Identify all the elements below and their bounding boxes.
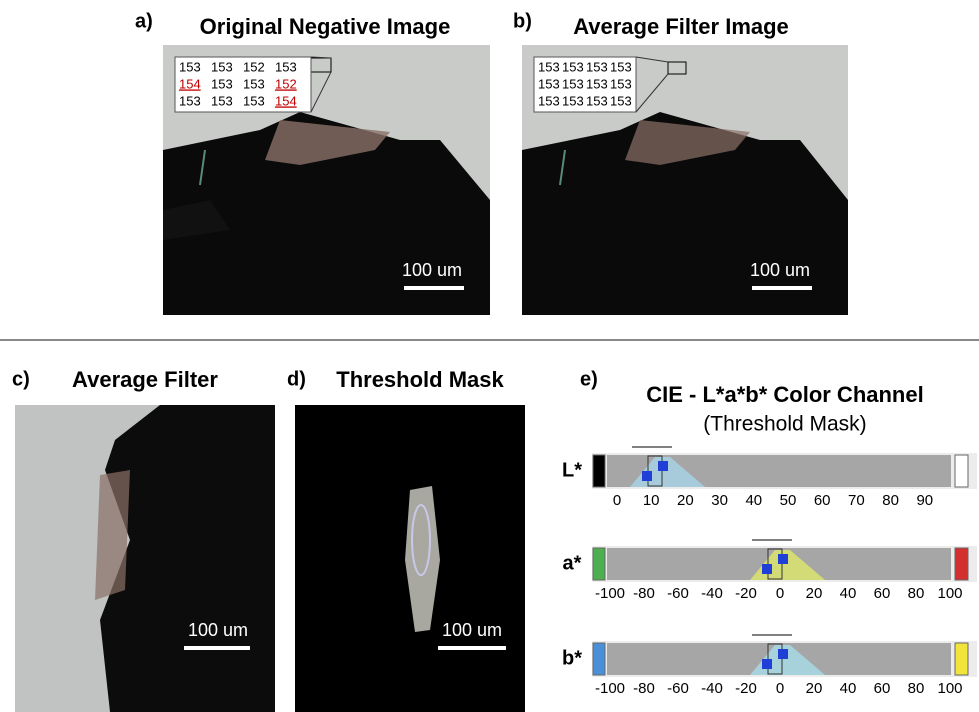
tick-label: 80 bbox=[908, 585, 925, 602]
swatch bbox=[955, 455, 968, 487]
cell: 153 bbox=[610, 59, 632, 74]
tick-label: -80 bbox=[633, 680, 655, 697]
cell: 153 bbox=[610, 93, 632, 108]
tick-label: 0 bbox=[613, 492, 621, 509]
tick-label: 60 bbox=[814, 492, 831, 509]
tick-label: 60 bbox=[874, 585, 891, 602]
cell: 153 bbox=[610, 76, 632, 91]
tick-label: 60 bbox=[874, 680, 891, 697]
handle bbox=[762, 564, 772, 574]
cell: 153 bbox=[243, 93, 265, 108]
scale-label: 100 um bbox=[402, 260, 462, 280]
scale-label: 100 um bbox=[750, 260, 810, 280]
tick-label: 40 bbox=[840, 585, 857, 602]
tick-label: -40 bbox=[701, 585, 723, 602]
handle bbox=[642, 471, 652, 481]
handle bbox=[658, 461, 668, 471]
scale-label: 100 um bbox=[188, 620, 248, 640]
cell: 153 bbox=[179, 59, 201, 74]
cell: 153 bbox=[586, 93, 608, 108]
scale-label: 100 um bbox=[442, 620, 502, 640]
tick-label: 40 bbox=[745, 492, 762, 509]
cell: 153 bbox=[562, 59, 584, 74]
image bbox=[15, 405, 275, 712]
panel-title: Original Negative Image bbox=[200, 14, 451, 39]
cell: 153 bbox=[211, 76, 233, 91]
tick-label: 100 bbox=[937, 585, 962, 602]
panel-subtitle: (Threshold Mask) bbox=[703, 413, 866, 436]
handle bbox=[778, 554, 788, 564]
tick-label: -100 bbox=[595, 585, 625, 602]
scale-bar bbox=[404, 286, 464, 290]
channel-name: b* bbox=[562, 647, 582, 669]
panel-label: a) bbox=[135, 10, 153, 32]
panel-title: CIE - L*a*b* Color Channel bbox=[646, 382, 923, 407]
cell: 153 bbox=[179, 93, 201, 108]
channels: L* 0 10 20 30 40 50 60 70 80 90 a* -100 -80 -60 -40 -20 0… bbox=[562, 447, 977, 697]
figure: a) Original Negative Image 153 153 152 1… bbox=[0, 0, 979, 712]
cell: 153 bbox=[538, 76, 560, 91]
panel-label: b) bbox=[513, 10, 532, 32]
channel-name: a* bbox=[563, 552, 582, 574]
swatch bbox=[955, 548, 968, 580]
panel-title: Threshold Mask bbox=[336, 367, 504, 392]
panel-title: Average Filter bbox=[72, 367, 218, 392]
tick-label: 0 bbox=[776, 680, 784, 697]
tick-label: -20 bbox=[735, 680, 757, 697]
cell: 152 bbox=[243, 59, 265, 74]
panel-label: c) bbox=[12, 368, 30, 390]
scale-bar bbox=[184, 646, 250, 650]
image bbox=[295, 405, 525, 712]
tick-label: 30 bbox=[711, 492, 728, 509]
tick-label: 100 bbox=[937, 680, 962, 697]
tick-label: 90 bbox=[916, 492, 933, 509]
tick-label: 80 bbox=[908, 680, 925, 697]
tick-label: -20 bbox=[735, 585, 757, 602]
tick-label: -40 bbox=[701, 680, 723, 697]
inset-table: 153 153 152 153 154 153 153 152 153 153 … bbox=[175, 57, 331, 112]
cell: 154 bbox=[275, 93, 297, 108]
cell: 153 bbox=[275, 59, 297, 74]
tick-label: 20 bbox=[806, 585, 823, 602]
panel-label: d) bbox=[287, 368, 306, 390]
cell: 153 bbox=[211, 59, 233, 74]
tick-label: 50 bbox=[780, 492, 797, 509]
cell: 153 bbox=[586, 76, 608, 91]
panel-title: Average Filter Image bbox=[573, 14, 789, 39]
tick-label: 80 bbox=[882, 492, 899, 509]
tick-label: 0 bbox=[776, 585, 784, 602]
cell: 153 bbox=[211, 93, 233, 108]
tick-label: 10 bbox=[643, 492, 660, 509]
scale-bar bbox=[752, 286, 812, 290]
cell: 153 bbox=[562, 76, 584, 91]
tick-label: 70 bbox=[848, 492, 865, 509]
handle bbox=[778, 649, 788, 659]
cell: 153 bbox=[243, 76, 265, 91]
scale-bar bbox=[438, 646, 506, 650]
tick-label: 20 bbox=[806, 680, 823, 697]
cell: 153 bbox=[562, 93, 584, 108]
swatch bbox=[593, 455, 605, 487]
tick-label: -80 bbox=[633, 585, 655, 602]
tick-label: -60 bbox=[667, 585, 689, 602]
cell: 153 bbox=[586, 59, 608, 74]
cell: 153 bbox=[538, 59, 560, 74]
channel-name: L* bbox=[562, 459, 582, 481]
tick-label: -100 bbox=[595, 680, 625, 697]
cell: 153 bbox=[538, 93, 560, 108]
panel-label: e) bbox=[580, 368, 598, 390]
swatch bbox=[593, 548, 605, 580]
swatch bbox=[593, 643, 605, 675]
tick-label: 20 bbox=[677, 492, 694, 509]
cell: 154 bbox=[179, 76, 201, 91]
cell: 152 bbox=[275, 76, 297, 91]
tick-label: -60 bbox=[667, 680, 689, 697]
handle bbox=[762, 659, 772, 669]
tick-label: 40 bbox=[840, 680, 857, 697]
swatch bbox=[955, 643, 968, 675]
